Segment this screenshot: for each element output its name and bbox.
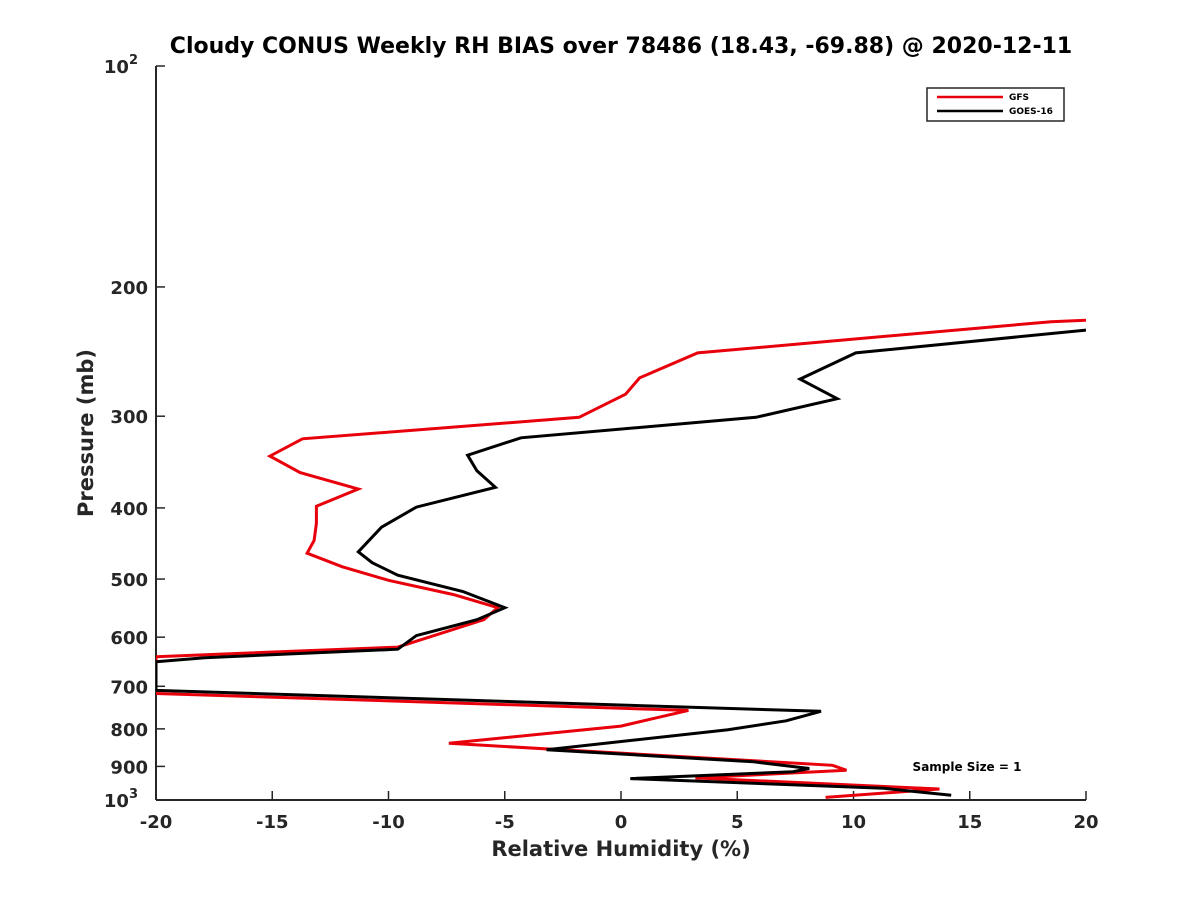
y-tick-label: 900 bbox=[110, 757, 148, 778]
y-axis-label: Pressure (mb) bbox=[74, 349, 98, 517]
series-layer bbox=[156, 318, 1086, 799]
y-tick-label: 102 bbox=[104, 53, 138, 78]
x-axis-label: Relative Humidity (%) bbox=[491, 837, 750, 861]
legend: GFS GOES-16 bbox=[926, 87, 1065, 122]
sample-size-annotation: Sample Size = 1 bbox=[913, 760, 1022, 774]
x-tick-label: 15 bbox=[957, 812, 982, 833]
x-tick-label: -20 bbox=[140, 812, 173, 833]
legend-entry: GFS bbox=[1009, 93, 1029, 103]
x-tick-label: 10 bbox=[841, 812, 866, 833]
legend-box bbox=[926, 87, 1065, 122]
x-tick-label: -15 bbox=[256, 812, 289, 833]
x-tick-label: -5 bbox=[495, 812, 515, 833]
series-line-gfs bbox=[156, 318, 1086, 799]
y-tick-label: 700 bbox=[110, 677, 148, 698]
y-tick-label: 103 bbox=[104, 787, 138, 812]
y-tick-label: 200 bbox=[110, 278, 148, 299]
y-tick-label: 500 bbox=[110, 570, 148, 591]
y-tick-label: 800 bbox=[110, 720, 148, 741]
x-tick-label: 20 bbox=[1073, 812, 1098, 833]
y-tick-label: 400 bbox=[110, 499, 148, 520]
legend-entry: GOES-16 bbox=[1009, 107, 1053, 117]
series-line-goes-16 bbox=[156, 328, 1086, 797]
y-tick-label: 600 bbox=[110, 628, 148, 649]
x-tick-label: -10 bbox=[372, 812, 405, 833]
axes: -20 -15 -10 -5 0 5 10 15 20 102 200 300 400 500 600 700… bbox=[104, 53, 1099, 833]
x-tick-label: 5 bbox=[731, 812, 744, 833]
y-tick-label: 300 bbox=[110, 407, 148, 428]
x-tick-label: 0 bbox=[615, 812, 628, 833]
chart-title: Cloudy CONUS Weekly RH BIAS over 78486 (… bbox=[170, 34, 1072, 59]
